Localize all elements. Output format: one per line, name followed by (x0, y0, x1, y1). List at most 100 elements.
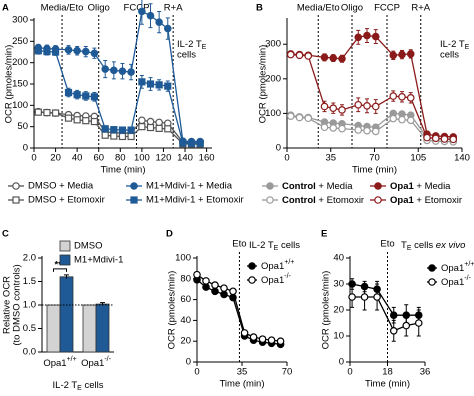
bar (46, 304, 61, 353)
y-tick-label: 30 (333, 279, 344, 290)
data-point (360, 293, 369, 301)
x-tick-label: 40 (72, 153, 83, 164)
data-point (363, 101, 371, 110)
data-point (329, 104, 338, 113)
data-point (338, 124, 346, 133)
legend-marker (428, 278, 436, 286)
data-point (295, 51, 304, 60)
data-point (90, 49, 99, 58)
legend-marker (248, 276, 256, 284)
data-point (329, 124, 338, 132)
phase-label: Oligo (88, 3, 110, 14)
legend-label: DMSO + Media (28, 181, 94, 192)
data-point (258, 335, 267, 343)
x-tick-label: 70 (369, 153, 380, 164)
panel-label: E (321, 229, 327, 240)
y-tick-label: 200 (265, 73, 281, 84)
x-axis-label: Time (min) (365, 379, 410, 390)
y-axis-label: OCR (pmoles/min) (321, 271, 332, 350)
annotation-part: E (202, 44, 207, 51)
data-point (240, 329, 249, 337)
legend-marker (12, 196, 20, 204)
data-point (249, 333, 258, 341)
x-axis-label-part: cells (82, 380, 104, 391)
x-axis-label: Time (min) (219, 379, 264, 390)
data-point (82, 92, 90, 100)
x-tick-label: 100 (134, 153, 150, 164)
y-tick-label: 40 (180, 315, 191, 326)
data-point (146, 11, 155, 20)
data-point (338, 106, 346, 114)
legend-label-part: + Media (316, 181, 353, 192)
annotation-part: E (274, 245, 279, 252)
legend-label-part: Control (282, 181, 316, 192)
data-point (295, 113, 304, 122)
data-point (211, 287, 219, 296)
series-line (196, 279, 281, 345)
annotation-part: cells (278, 240, 300, 251)
data-point (155, 118, 163, 127)
legend-label-part: +/+ (464, 261, 474, 268)
legend-marker (248, 262, 256, 270)
phase-label: FCCP (124, 3, 150, 14)
phase-label: Eto (232, 239, 246, 250)
annotation: cells (177, 50, 196, 61)
bar (59, 276, 74, 353)
legend-swatch (59, 254, 71, 266)
data-point (138, 123, 146, 131)
data-point (363, 126, 371, 135)
legend-label-part: + Etomoxir (316, 195, 364, 206)
phase-label: Oligo (341, 3, 363, 14)
y-tick-label: 100 (175, 253, 191, 264)
annotation: IL-2 TE (440, 39, 470, 52)
x-tick-label: 60 (93, 153, 104, 164)
legend-label: Control + Media (282, 181, 353, 192)
y-tick-label: 0.0 (23, 347, 36, 358)
annotation: cells (440, 50, 459, 61)
x-axis-label: IL-2 TE cells (53, 380, 104, 393)
data-point (43, 47, 51, 56)
data-point (354, 126, 363, 134)
data-point (338, 54, 346, 63)
data-point (402, 321, 411, 330)
data-point (34, 47, 42, 55)
legend-label-part: -/- (464, 275, 471, 282)
legend-marker (266, 196, 274, 204)
x-axis-label-part: E (77, 385, 82, 392)
bar (82, 304, 97, 353)
data-point (163, 24, 172, 33)
legend-label-part: Opa1 (441, 263, 464, 274)
x-tick-label: 0 (347, 367, 352, 378)
x-tick-label: 35 (237, 367, 248, 378)
data-point (220, 290, 228, 299)
x-tick-label: 18 (382, 367, 393, 378)
y-axis-label: OCR (pmoles/min) (167, 271, 178, 350)
error-bar (64, 274, 69, 279)
phase-label: R+A (411, 3, 430, 14)
x-tick-label: 20 (50, 153, 61, 164)
phase-label: FCCP (374, 3, 400, 14)
annotation: IL-2 TE (177, 39, 207, 52)
data-point (138, 78, 146, 86)
x-tick-label-part: +/+ (67, 356, 77, 363)
y-tick-label: 80 (180, 273, 191, 284)
legend-label-part: Opa1 (390, 181, 414, 192)
data-point (220, 284, 228, 292)
data-point (51, 109, 60, 117)
x-tick-label: 120 (156, 153, 172, 164)
data-point (110, 66, 118, 75)
legend-marker (130, 196, 138, 204)
x-axis-label-part: IL-2 T (53, 380, 78, 391)
y-axis-label: Relative OCR (2, 276, 13, 334)
y-tick-label: 100 (265, 108, 281, 119)
series-line (38, 50, 201, 144)
legend-swatch (59, 240, 71, 252)
data-point (449, 135, 458, 144)
data-point (320, 102, 329, 111)
data-point (304, 52, 313, 60)
data-point (146, 80, 155, 88)
series-line (290, 34, 454, 138)
significance-bracket (53, 268, 67, 272)
phase-label: Media/Eto (297, 3, 340, 14)
data-point (414, 319, 423, 327)
